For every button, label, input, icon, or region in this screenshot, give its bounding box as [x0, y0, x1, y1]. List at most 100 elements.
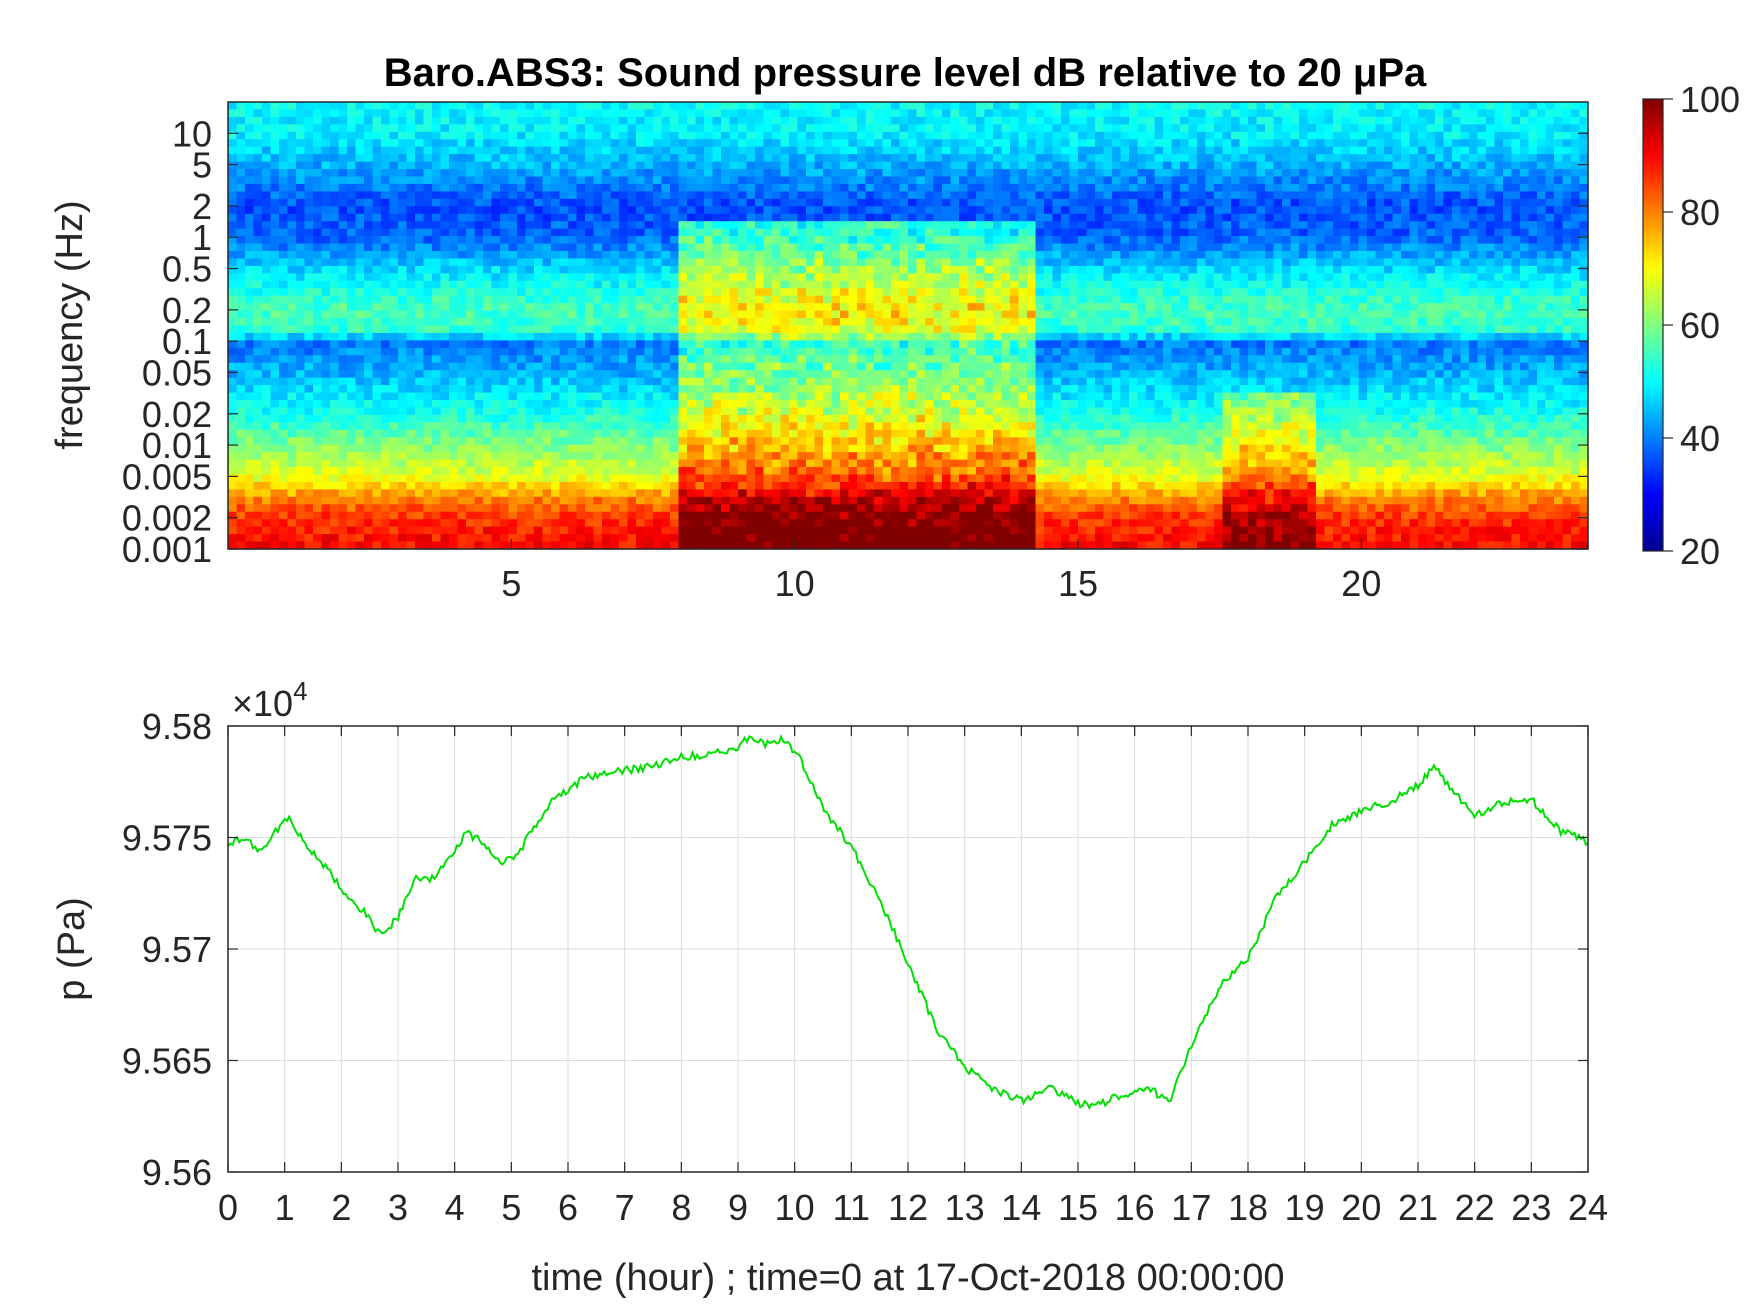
heatmap-cell	[806, 332, 816, 341]
heatmap-cell	[619, 265, 629, 274]
heatmap-cell	[449, 400, 459, 409]
heatmap-cell	[865, 251, 875, 260]
heatmap-cell	[406, 243, 416, 252]
heatmap-cell	[823, 444, 833, 453]
heatmap-cell	[525, 467, 535, 476]
heatmap-cell	[882, 176, 892, 185]
heatmap-cell	[542, 161, 552, 170]
heatmap-cell	[772, 355, 782, 364]
heatmap-cell	[891, 280, 901, 289]
heatmap-cell	[627, 191, 637, 200]
heatmap-cell	[449, 288, 459, 297]
heatmap-cell	[415, 362, 425, 371]
heatmap-cell	[406, 467, 416, 476]
heatmap-cell	[304, 236, 314, 245]
heatmap-cell	[347, 325, 357, 334]
heatmap-cell	[780, 169, 790, 178]
heatmap-cell	[551, 131, 561, 140]
heatmap-cell	[644, 310, 654, 319]
heatmap-cell	[916, 243, 926, 252]
heatmap-cell	[789, 459, 799, 468]
heatmap-cell	[287, 444, 297, 453]
heatmap-cell	[508, 295, 518, 304]
heatmap-cell	[874, 452, 884, 461]
heatmap-cell	[678, 474, 688, 483]
heatmap-cell	[857, 213, 867, 222]
heatmap-cell	[814, 243, 824, 252]
heatmap-cell	[823, 519, 833, 528]
heatmap-cell	[313, 228, 323, 237]
heatmap-cell	[831, 154, 841, 163]
heatmap-cell	[857, 251, 867, 260]
heatmap-cell	[423, 362, 433, 371]
heatmap-cell	[814, 236, 824, 245]
heatmap-cell	[636, 236, 646, 245]
heatmap-cell	[457, 213, 467, 222]
heatmap-cell	[576, 310, 586, 319]
heatmap-cell	[644, 459, 654, 468]
heatmap-cell	[763, 139, 773, 148]
heatmap-cell	[661, 228, 671, 237]
heatmap-cell	[559, 325, 569, 334]
heatmap-cell	[721, 534, 731, 543]
heatmap-cell	[670, 511, 680, 520]
heatmap-cell	[738, 154, 748, 163]
heatmap-cell	[661, 221, 671, 230]
heatmap-cell	[704, 481, 714, 490]
heatmap-cell	[585, 161, 595, 170]
heatmap-cell	[474, 504, 484, 513]
heatmap-cell	[253, 176, 263, 185]
heatmap-cell	[355, 280, 365, 289]
heatmap-cell	[789, 265, 799, 274]
heatmap-cell	[287, 198, 297, 207]
heatmap-cell	[364, 429, 374, 438]
heatmap-cell	[389, 400, 399, 409]
heatmap-cell	[593, 236, 603, 245]
heatmap-cell	[270, 340, 280, 349]
heatmap-cell	[576, 206, 586, 215]
heatmap-cell	[644, 154, 654, 163]
heatmap-cell	[882, 198, 892, 207]
heatmap-cell	[746, 489, 756, 498]
heatmap-cell	[338, 236, 348, 245]
heatmap-cell	[627, 213, 637, 222]
heatmap-cell	[542, 251, 552, 260]
heatmap-cell	[814, 183, 824, 192]
heatmap-cell	[372, 243, 382, 252]
heatmap-cell	[729, 504, 739, 513]
heatmap-cell	[814, 362, 824, 371]
heatmap-cell	[347, 280, 357, 289]
heatmap-cell	[313, 541, 323, 550]
heatmap-cell	[270, 146, 280, 155]
heatmap-cell	[559, 288, 569, 297]
heatmap-cell	[661, 459, 671, 468]
heatmap-cell	[814, 407, 824, 416]
heatmap-cell	[457, 400, 467, 409]
heatmap-cell	[627, 228, 637, 237]
heatmap-cell	[908, 265, 918, 274]
heatmap-cell	[262, 139, 272, 148]
heatmap-cell	[823, 407, 833, 416]
heatmap-cell	[440, 459, 450, 468]
heatmap-cell	[245, 437, 255, 446]
heatmap-cell	[466, 131, 476, 140]
heatmap-cell	[789, 154, 799, 163]
heatmap-cell	[610, 154, 620, 163]
heatmap-cell	[534, 377, 544, 386]
heatmap-cell	[840, 347, 850, 356]
heatmap-cell	[321, 139, 331, 148]
heatmap-cell	[364, 228, 374, 237]
heatmap-cell	[432, 370, 442, 379]
heatmap-cell	[763, 481, 773, 490]
heatmap-cell	[304, 161, 314, 170]
heatmap-cell	[636, 221, 646, 230]
heatmap-cell	[474, 370, 484, 379]
heatmap-cell	[228, 228, 238, 237]
heatmap-cell	[372, 183, 382, 192]
heatmap-cell	[551, 169, 561, 178]
heatmap-cell	[857, 169, 867, 178]
heatmap-cell	[236, 176, 246, 185]
heatmap-cell	[313, 400, 323, 409]
heatmap-cell	[389, 534, 399, 543]
heatmap-cell	[840, 318, 850, 327]
